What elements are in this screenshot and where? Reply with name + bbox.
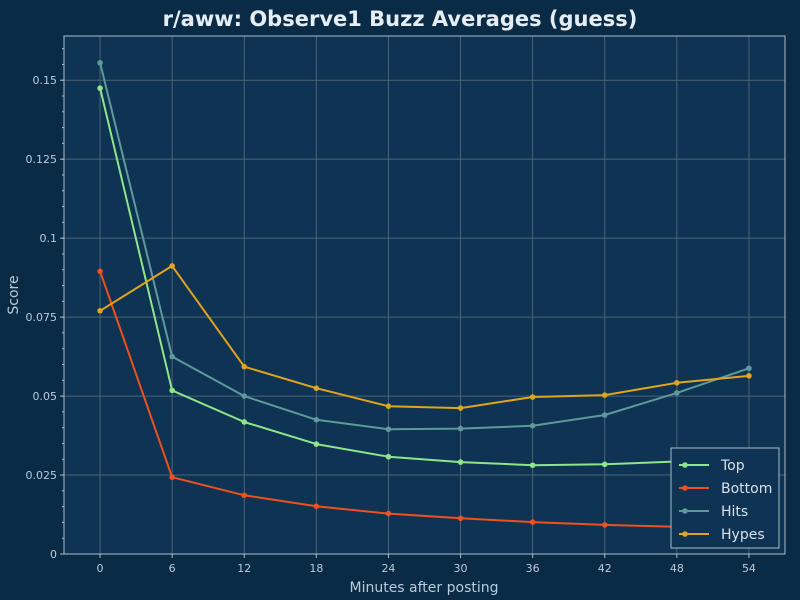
- y-tick-label: 0.1: [40, 232, 58, 245]
- x-tick-label: 0: [97, 562, 104, 575]
- legend-item-top[interactable]: Top: [679, 458, 745, 474]
- y-tick-label: 0.075: [26, 311, 58, 324]
- plot-frame: [63, 35, 786, 555]
- data-point-bottom: [97, 268, 103, 275]
- data-point-hits: [674, 390, 680, 396]
- y-tick-label: 0.025: [26, 469, 58, 482]
- legend-label-hits: Hits: [721, 504, 748, 520]
- x-tick-label: 12: [237, 562, 251, 575]
- data-point-top: [97, 85, 103, 91]
- x-tick-label: 42: [598, 562, 612, 575]
- y-tick-label: 0: [50, 548, 57, 561]
- data-point-top: [313, 441, 320, 447]
- data-point-hits: [97, 60, 103, 66]
- data-point-bottom: [601, 522, 608, 528]
- y-tick-label: 0.125: [26, 153, 58, 166]
- legend-item-bottom[interactable]: Bottom: [679, 481, 772, 497]
- y-axis-label: Score: [6, 275, 22, 314]
- data-point-hits: [169, 353, 175, 360]
- data-point-hits: [313, 416, 320, 423]
- data-point-bottom: [169, 474, 175, 481]
- data-point-hits: [746, 365, 752, 372]
- data-point-top: [457, 459, 464, 465]
- x-axis-label: Minutes after posting: [349, 580, 498, 596]
- data-point-bottom: [457, 515, 464, 522]
- legend[interactable]: Top Bottom Hits Hypes: [670, 447, 780, 549]
- chart-title: r/aww: Observe1 Buzz Averages (guess): [163, 7, 638, 31]
- data-point-hypes: [241, 363, 248, 370]
- data-point-bottom: [529, 519, 536, 525]
- data-point-top: [529, 462, 536, 469]
- axes: 0 6 12 18 24 30 36 42 48 54 0 0.025 0.05 0.075 0.1 0.12…: [26, 35, 786, 575]
- data-point-hits: [385, 426, 392, 433]
- x-tick-label: 18: [309, 562, 323, 575]
- data-point-hypes: [674, 380, 680, 386]
- series-layer: [97, 60, 752, 532]
- legend-item-hits[interactable]: Hits: [679, 504, 748, 520]
- y-tick-label: 0.05: [33, 390, 58, 403]
- series-line-hits: [99, 62, 750, 431]
- legend-item-hypes[interactable]: Hypes: [679, 527, 765, 543]
- data-point-hits: [457, 425, 464, 432]
- data-point-top: [169, 387, 175, 394]
- series-line-bottom: [99, 270, 749, 530]
- series-hypes: [97, 263, 752, 411]
- data-point-bottom: [385, 510, 392, 517]
- y-tick-label: 0.15: [33, 74, 58, 87]
- legend-label-top: Top: [720, 458, 745, 474]
- data-point-hits: [601, 412, 608, 418]
- data-point-hits: [529, 422, 536, 429]
- legend-marker-hits: [682, 508, 688, 514]
- data-point-top: [385, 453, 392, 460]
- data-point-hypes: [601, 392, 608, 398]
- x-tick-label: 36: [526, 562, 540, 575]
- x-tick-label: 48: [670, 562, 684, 575]
- legend-marker-hypes: [682, 531, 688, 537]
- x-tick-label: 6: [169, 562, 176, 575]
- series-line-hypes: [99, 264, 749, 410]
- data-point-hypes: [457, 405, 464, 411]
- data-point-hypes: [746, 373, 752, 379]
- data-point-hypes: [169, 263, 175, 269]
- data-point-bottom: [241, 492, 248, 499]
- data-point-hypes: [97, 307, 103, 314]
- x-tick-label: 54: [742, 562, 756, 575]
- data-point-top: [241, 419, 248, 425]
- legend-marker-bottom: [682, 485, 688, 491]
- x-tick-label: 30: [454, 562, 468, 575]
- plot-area: [64, 36, 785, 554]
- series-line-top: [99, 87, 749, 467]
- data-point-hypes: [385, 403, 392, 409]
- legend-label-bottom: Bottom: [721, 481, 772, 497]
- data-point-top: [601, 461, 608, 468]
- data-point-hits: [241, 393, 248, 399]
- legend-marker-top: [682, 462, 688, 468]
- data-point-hypes: [529, 394, 536, 400]
- x-tick-label: 24: [381, 562, 395, 575]
- series-hits: [97, 60, 752, 433]
- legend-label-hypes: Hypes: [721, 527, 765, 543]
- data-point-bottom: [313, 503, 320, 510]
- data-point-hypes: [313, 385, 320, 391]
